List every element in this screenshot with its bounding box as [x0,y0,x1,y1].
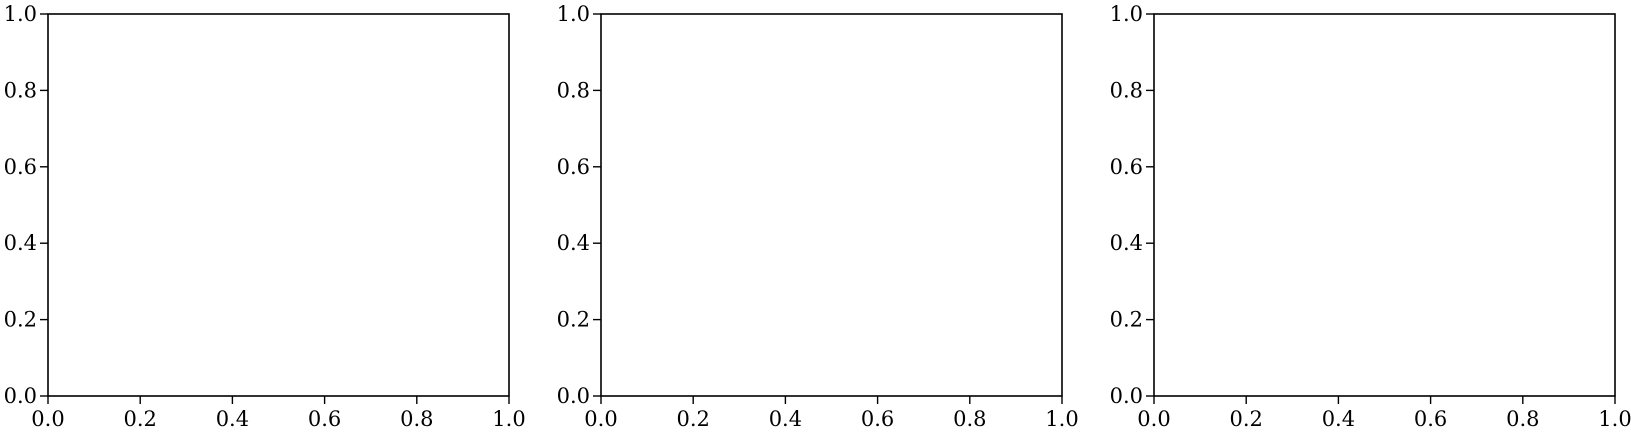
subplot-3: 0.0 0.2 0.4 0.6 0.8 1.0 0.0 0.2 0.4 0.6 0.8 1.0 [1110,2,1631,431]
x-tick-label: 0.6 [861,407,894,431]
y-tick-label: 0.6 [557,155,590,179]
y-tick-label: 1.0 [557,2,590,26]
x-tick-label: 0.2 [123,407,156,431]
y-tick-label: 0.2 [4,308,37,332]
x-tick-label: 0.2 [1229,407,1262,431]
y-tick-label: 0.8 [557,78,590,102]
y-tick-label: 1.0 [1110,2,1143,26]
x-tick-label: 0.4 [1322,407,1355,431]
axes-frame [600,13,1063,397]
x-tick-label: 0.0 [31,407,64,431]
y-tick-label: 0.4 [1110,231,1143,255]
x-tick-label: 0.6 [308,407,341,431]
x-tick-label: 0.4 [769,407,802,431]
x-tick-label: 0.6 [1414,407,1447,431]
x-tick-label: 0.8 [1506,407,1539,431]
y-tick-label: 0.6 [1110,155,1143,179]
x-tick-label: 1.0 [1598,407,1631,431]
axes-frame [1153,13,1616,397]
x-tick-label: 1.0 [492,407,525,431]
y-tick-label: 0.6 [4,155,37,179]
x-tick-label: 0.2 [676,407,709,431]
y-tick-label: 1.0 [4,2,37,26]
y-tick-label: 0.0 [1110,384,1143,408]
subplot-1: 0.0 0.2 0.4 0.6 0.8 1.0 0.0 0.2 0.4 0.6 0.8 1.0 [4,2,526,431]
axes-frame [47,13,510,397]
y-tick-label: 0.0 [4,384,37,408]
subplot-2: 0.0 0.2 0.4 0.6 0.8 1.0 0.0 0.2 0.4 0.6 0.8 1.0 [557,2,1079,431]
y-tick-label: 0.8 [4,78,37,102]
y-tick-label: 0.2 [557,308,590,332]
y-tick-label: 0.8 [1110,78,1143,102]
x-tick-label: 1.0 [1045,407,1078,431]
x-tick-label: 0.4 [216,407,249,431]
y-tick-label: 0.2 [1110,308,1143,332]
x-tick-label: 0.8 [400,407,433,431]
y-tick-label: 0.0 [557,384,590,408]
y-tick-label: 0.4 [557,231,590,255]
x-tick-label: 0.0 [1137,407,1170,431]
x-tick-label: 0.8 [953,407,986,431]
x-tick-label: 0.0 [584,407,617,431]
y-tick-label: 0.4 [4,231,37,255]
